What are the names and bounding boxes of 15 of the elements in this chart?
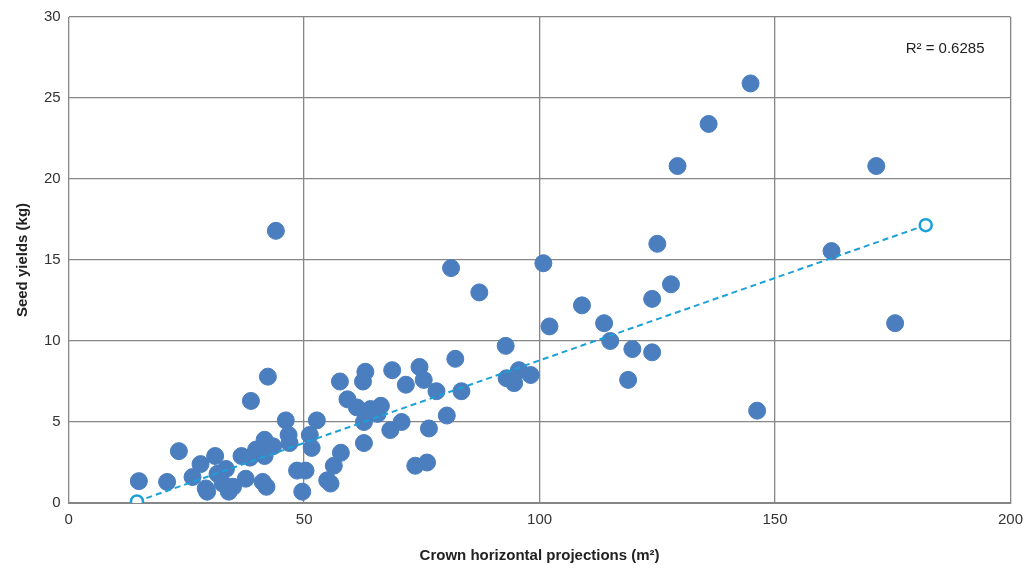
annotation: R² = 0.6285 — [905, 39, 985, 57]
x-axis-title: Crown horizontal projections (m²) — [419, 546, 660, 564]
y-tick-label: 25 — [44, 88, 61, 106]
y-tick-label: 10 — [44, 331, 61, 349]
x-tick-label: 50 — [295, 510, 313, 528]
y-tick-label: 20 — [44, 169, 61, 187]
x-tick-label: 0 — [64, 510, 73, 528]
y-tick-label: 15 — [44, 250, 61, 268]
y-tick-label: 30 — [44, 7, 61, 25]
x-tick-label: 100 — [527, 510, 553, 528]
y-axis-title: Seed yields (kg) — [13, 202, 31, 318]
x-tick-label: 200 — [997, 510, 1023, 528]
x-tick-label: 150 — [762, 510, 788, 528]
y-tick-label: 0 — [52, 493, 61, 511]
y-tick-label: 5 — [52, 412, 61, 430]
